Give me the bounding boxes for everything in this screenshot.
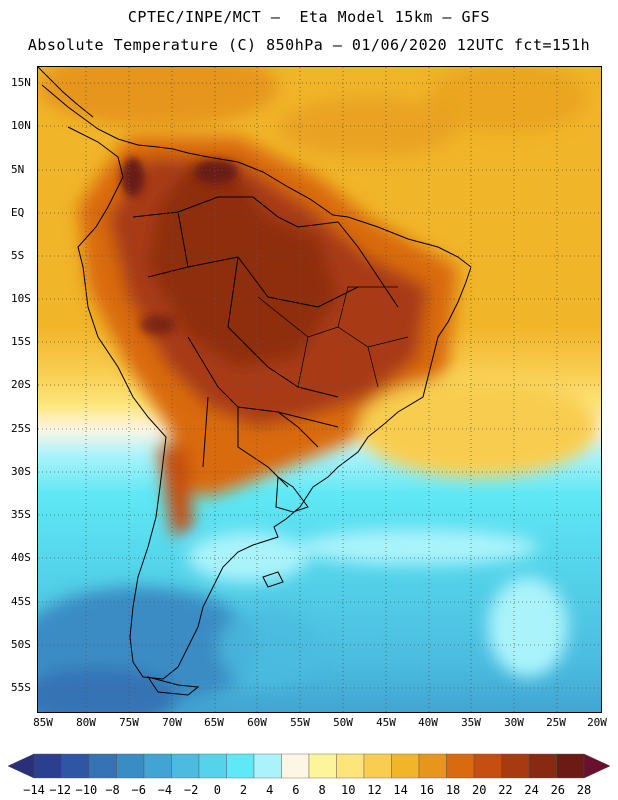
- colorbar-swatch: [171, 753, 200, 779]
- colorbar-label: 6: [292, 783, 300, 797]
- colorbar-swatch: [88, 753, 117, 779]
- lat-label: 10S: [11, 292, 31, 305]
- lon-label: 30W: [504, 716, 524, 729]
- lat-label: 50S: [11, 638, 31, 651]
- colorbar-label: 16: [419, 783, 435, 797]
- lat-label: 35S: [11, 508, 31, 521]
- lat-label: 40S: [11, 551, 31, 564]
- colorbar-swatch: [363, 753, 392, 779]
- colorbar-swatch: [556, 753, 585, 779]
- lon-label: 60W: [247, 716, 267, 729]
- south-america-coastline: [41, 84, 472, 680]
- colorbar-label: 18: [445, 783, 461, 797]
- colorbar-swatch: [501, 753, 530, 779]
- colorbar-label: −8: [105, 783, 120, 797]
- lon-label: 50W: [333, 716, 353, 729]
- colorbar-label: 2: [239, 783, 248, 797]
- colorbar-swatch: [198, 753, 227, 779]
- central-america-coastline: [38, 67, 94, 118]
- falkland-islands: [262, 571, 284, 588]
- lon-label: 35W: [461, 716, 481, 729]
- colorbar-swatch: [528, 753, 557, 779]
- lon-label: 75W: [119, 716, 139, 729]
- uruguay-lagoon: [275, 476, 309, 513]
- colorbar-label: 12: [367, 783, 382, 797]
- lon-label: 25W: [546, 716, 566, 729]
- colorbar-label: 26: [550, 783, 566, 797]
- lon-label: 55W: [290, 716, 310, 729]
- lat-label: 25S: [11, 422, 31, 435]
- temperature-map: [37, 66, 602, 713]
- colorbar-label: 28: [576, 783, 592, 797]
- colorbar-left-arrow: [7, 753, 35, 779]
- colorbar-label: −2: [183, 783, 199, 797]
- colorbar-label: 10: [341, 783, 356, 797]
- colorbar-swatch: [33, 753, 62, 779]
- colorbar-swatch: [281, 753, 310, 779]
- colorbar-label: 20: [472, 783, 487, 797]
- colorbar-swatch: [418, 753, 447, 779]
- colorbar-swatch: [308, 753, 337, 779]
- colorbar-swatch: [116, 753, 145, 779]
- lon-label: 45W: [376, 716, 396, 729]
- lat-label: 5S: [11, 249, 25, 262]
- colorbar-label: −12: [49, 783, 72, 797]
- lat-label: 30S: [11, 465, 31, 478]
- lon-label: 65W: [204, 716, 224, 729]
- colorbar-label: 22: [498, 783, 513, 797]
- colorbar-swatch: [61, 753, 90, 779]
- colorbar: [7, 753, 611, 779]
- colorbar-swatch: [253, 753, 282, 779]
- colorbar-swatch: [446, 753, 475, 779]
- lat-label: 20S: [11, 378, 31, 391]
- colorbar-label: 0: [213, 783, 221, 797]
- title-line-1: CPTEC/INPE/MCT – Eta Model 15km – GFS: [127, 8, 491, 26]
- temperature-field-patches: [38, 67, 598, 712]
- coastlines: [38, 67, 472, 696]
- colorbar-label: 24: [524, 783, 539, 797]
- colorbar-swatch: [336, 753, 365, 779]
- tierra-del-fuego: [146, 676, 200, 696]
- lat-label: 15N: [11, 76, 31, 89]
- colorbar-label: 8: [318, 783, 326, 797]
- lon-label: 85W: [33, 716, 53, 729]
- colorbar-right-arrow: [583, 753, 611, 779]
- lat-label: 55S: [11, 681, 31, 694]
- colorbar-label: −4: [157, 783, 173, 797]
- lon-label: 40W: [418, 716, 438, 729]
- lat-label: 5N: [11, 163, 25, 176]
- colorbar-label: 14: [393, 783, 408, 797]
- colorbar-label: −6: [131, 783, 146, 797]
- colorbar-swatch: [473, 753, 502, 779]
- lat-label: 45S: [11, 595, 31, 608]
- lat-label: EQ: [11, 206, 25, 219]
- lon-label: 20W: [587, 716, 607, 729]
- colorbar-label: −10: [75, 783, 98, 797]
- colorbar-label: 4: [266, 783, 274, 797]
- country-borders: [132, 196, 399, 488]
- lon-label: 70W: [162, 716, 182, 729]
- title-line-2: Absolute Temperature (C) 850hPa – 01/06/…: [27, 36, 591, 54]
- lat-label: 15S: [11, 335, 31, 348]
- colorbar-label: −14: [23, 783, 45, 797]
- colorbar-swatch: [391, 753, 420, 779]
- brazil-states: [257, 286, 409, 388]
- colorbar-swatch: [226, 753, 255, 779]
- lon-label: 80W: [76, 716, 96, 729]
- lat-label: 10N: [11, 119, 31, 132]
- colorbar-swatch: [143, 753, 172, 779]
